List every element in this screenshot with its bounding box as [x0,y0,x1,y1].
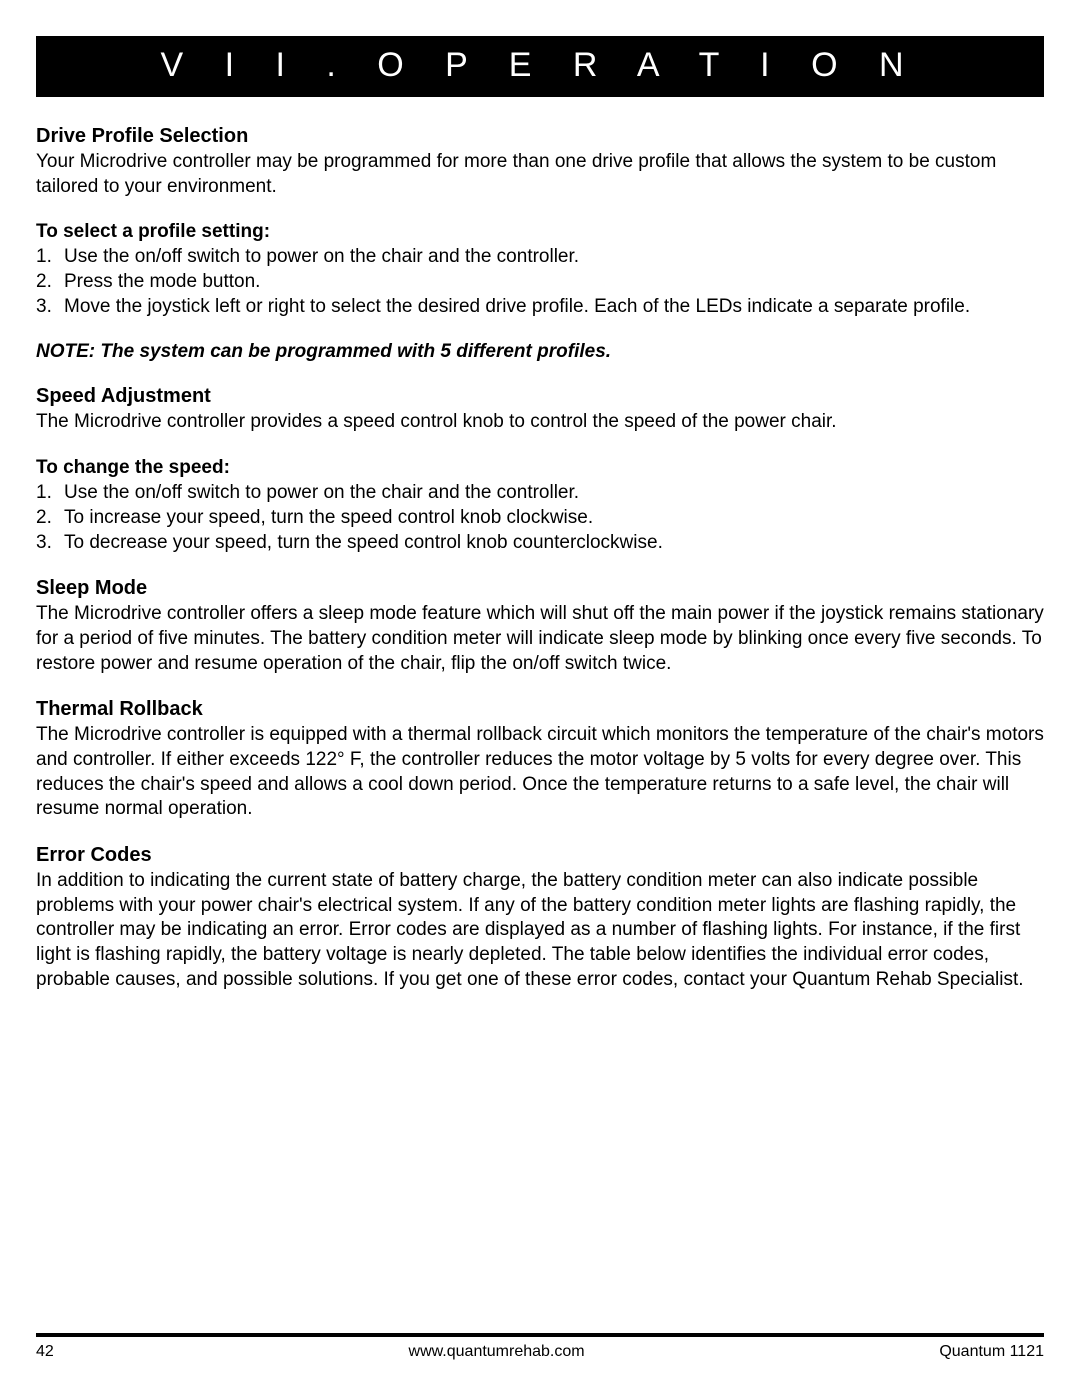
list-item: To decrease your speed, turn the speed c… [36,531,1044,556]
list-item: Press the mode button. [36,270,1044,295]
error-body: In addition to indicating the current st… [36,869,1044,992]
sleep-body: The Microdrive controller offers a sleep… [36,602,1044,676]
list-item: To increase your speed, turn the speed c… [36,506,1044,531]
profile-steps-list: Use the on/off switch to power on the ch… [36,245,1044,319]
footer-product: Quantum 1121 [939,1343,1044,1361]
profile-note: NOTE: The system can be programmed with … [36,341,1044,363]
thermal-heading: Thermal Rollback [36,698,1044,721]
thermal-body: The Microdrive controller is equipped wi… [36,723,1044,822]
footer-url: www.quantumrehab.com [409,1343,585,1361]
list-item: Move the joystick left or right to selec… [36,295,1044,320]
speed-steps-list: Use the on/off switch to power on the ch… [36,481,1044,555]
chapter-title-bar: V I I . O P E R A T I O N [36,36,1044,97]
error-heading: Error Codes [36,844,1044,867]
list-item: Use the on/off switch to power on the ch… [36,245,1044,270]
footer-row: 42 www.quantumrehab.com Quantum 1121 [36,1343,1044,1361]
speed-heading: Speed Adjustment [36,385,1044,408]
footer-divider [36,1333,1044,1337]
page-footer: 42 www.quantumrehab.com Quantum 1121 [36,1333,1044,1361]
sleep-heading: Sleep Mode [36,577,1044,600]
list-item: Use the on/off switch to power on the ch… [36,481,1044,506]
speed-body: The Microdrive controller provides a spe… [36,410,1044,435]
drive-profile-heading: Drive Profile Selection [36,125,1044,148]
page-number: 42 [36,1343,54,1361]
drive-profile-body: Your Microdrive controller may be progra… [36,150,1044,199]
speed-steps-heading: To change the speed: [36,457,1044,479]
profile-steps-heading: To select a profile setting: [36,221,1044,243]
